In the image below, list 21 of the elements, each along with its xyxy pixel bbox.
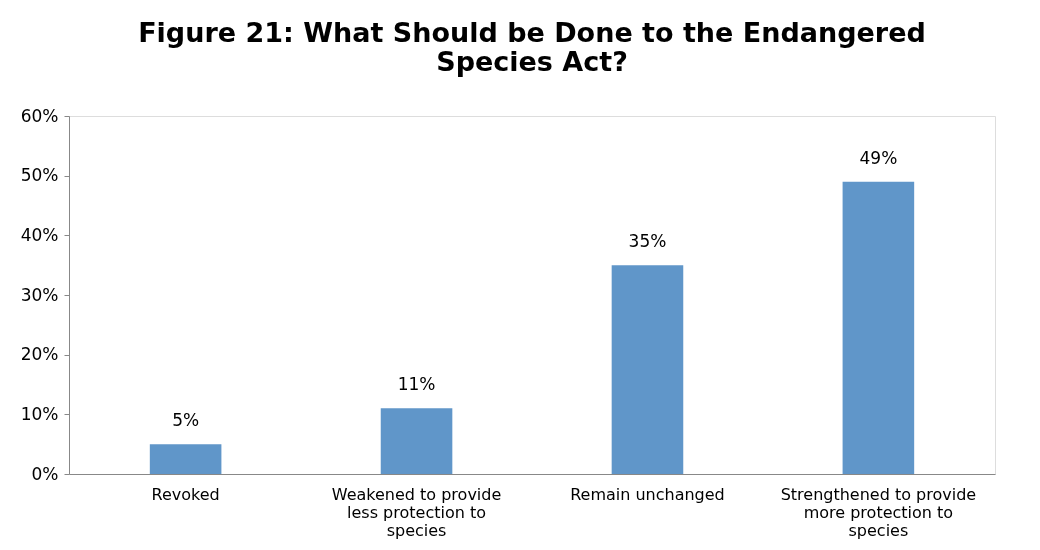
y-tick-label: 40% <box>20 224 59 245</box>
data-label: 49% <box>859 147 898 168</box>
x-tick-label: Revoked <box>151 484 220 504</box>
bar <box>842 181 915 474</box>
y-tick-label: 20% <box>20 344 59 365</box>
text: Species Act? <box>436 46 628 77</box>
y-tick-label: 30% <box>20 284 59 305</box>
bar <box>149 444 222 474</box>
data-label: 5% <box>172 410 200 431</box>
y-tick-label: 0% <box>31 463 59 484</box>
x-tick-label: Strengthened to provide more protection to species <box>780 484 977 540</box>
text: Figure 21: What Should be Done to the Endangered <box>138 17 926 48</box>
x-tick-label: Weakened to provide less protection to species <box>331 484 502 540</box>
y-tick-label: 60% <box>20 105 59 126</box>
y-tick-label: 50% <box>20 165 59 186</box>
data-label: 35% <box>628 231 667 252</box>
data-label: 11% <box>397 374 436 395</box>
x-tick-label: Remain unchanged <box>570 484 725 504</box>
bar <box>380 408 453 474</box>
bar <box>611 265 684 474</box>
y-tick-label: 10% <box>20 403 59 424</box>
